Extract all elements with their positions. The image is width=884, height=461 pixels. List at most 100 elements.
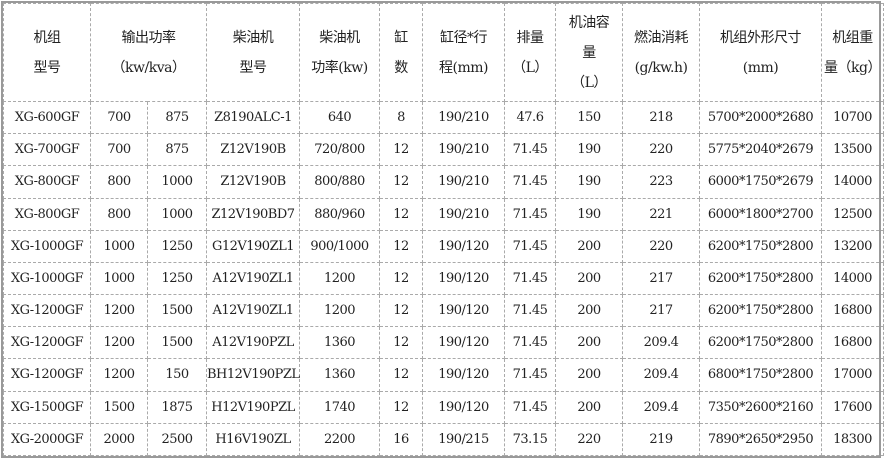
header-line: 排量 [516,29,545,46]
table-cell: 217 [622,294,700,328]
table-cell: 1500 [147,294,207,328]
header-row: 机组 型号 输出功率 （kw/kva） 柴油机 型号 柴油机 功率(kw) 缸数缸径*行 程(mm… [3,3,884,102]
table-cell: 6200*1750*2800 [699,261,822,296]
header-line: 量 [582,44,596,61]
table-cell: 2500 [147,422,207,457]
table-row: XG-1200GF 1200 1500 A12V190PZL 1360 12 190/120… [3,326,884,360]
table-cell: 1740 [299,390,380,424]
table-cell: 6200*1750*2800 [699,294,822,328]
table-cell: Z8190ALC-1 [206,100,300,135]
table-cell: 7350*2600*2160 [699,390,822,424]
header-line: 缸径*行 [440,29,488,46]
table-cell: 12 [379,197,423,231]
table-cell: 190/210 [422,165,505,199]
table-row: XG-1500GF 1500 1875 H12V190PZL 1740 12 190/120… [3,390,884,424]
table-cell: 1360 [299,358,380,392]
table-cell: 16800 [821,294,884,328]
table-cell: 13200 [821,229,884,263]
table-cell: 200 [555,294,623,328]
header-cell: 柴油机 型号 [206,3,300,102]
table-cell: 6200*1750*2800 [699,326,822,360]
table-cell: XG-1200GF [3,326,91,360]
table-row: XG-1200GF 1200 150 BH12V190PZL 1360 12 190/120… [3,358,884,392]
table-cell: 800 [90,197,148,231]
table-cell: 200 [555,358,623,392]
table-cell: XG-600GF [3,100,91,135]
table-cell: A12V190ZL1 [206,294,300,328]
header-line: 机组 [33,29,62,46]
table-cell: 640 [299,100,380,135]
table-cell: 5775*2040*2679 [699,133,822,167]
table-cell: 221 [622,197,700,231]
table-cell: 1360 [299,326,380,360]
table-cell: 8 [379,100,423,135]
header-line: 型号 [33,59,62,76]
table-row: XG-2000GF 2000 2500 H16V190ZL 2200 16 190/215 7… [3,422,884,457]
header-line: 燃油消耗 [634,29,689,46]
table-cell: 12 [379,165,423,199]
header-line: 数 [394,59,408,76]
table-cell: 71.45 [504,390,556,424]
table-cell: XG-1500GF [3,390,91,424]
table-cell: 10700 [821,100,884,135]
table-body: XG-600GF 700 875 Z8190ALC-1 640 8 190/210 47.6 1… [3,100,884,457]
table-cell: H16V190ZL [206,422,300,457]
table-cell: XG-1200GF [3,358,91,392]
table-cell: 200 [555,326,623,360]
table-cell: 12 [379,294,423,328]
table-cell: 6200*1750*2800 [699,229,822,263]
table-cell: 190/120 [422,358,505,392]
table-cell: 220 [555,422,623,457]
table-cell: G12V190ZL1 [206,229,300,263]
table-cell: 190/120 [422,326,505,360]
table-cell: 12 [379,326,423,360]
table-cell: 1000 [147,165,207,199]
table-cell: 71.45 [504,294,556,328]
generator-spec-table: 机组 型号 输出功率 （kw/kva） 柴油机 型号 柴油机 功率(kw) 缸数缸径*行 程(mm… [3,3,884,457]
table-cell: 7890*2650*2950 [699,422,822,457]
table-cell: 12 [379,358,423,392]
table-cell: 720/800 [299,133,380,167]
table-cell: 880/960 [299,197,380,231]
table-cell: XG-1200GF [3,294,91,328]
table-row: XG-1200GF 1200 1500 A12V190ZL1 1200 12 190/120… [3,294,884,328]
table-cell: 1200 [299,294,380,328]
header-line: 缸 [394,29,408,46]
table-cell: 209.4 [622,326,700,360]
header-cell: 机油容量 （L） [555,3,623,102]
table-cell: 12 [379,133,423,167]
table-cell: 1000 [90,261,148,296]
table-cell: 1000 [90,229,148,263]
table-cell: 190/120 [422,229,505,263]
table-cell: 190 [555,197,623,231]
table-cell: 220 [622,229,700,263]
header-line: (g/kw.h) [634,59,688,76]
table-cell: 209.4 [622,358,700,392]
table-cell: Z12V190BD7 [206,197,300,231]
header-line: （kw/kva） [111,59,186,76]
table-cell: 14000 [821,261,884,296]
table-cell: 190/210 [422,100,505,135]
table-cell: 2000 [90,422,148,457]
header-line: 功率(kw) [311,59,368,76]
table-cell: XG-700GF [3,133,91,167]
table-cell: 12500 [821,197,884,231]
table-cell: 190/210 [422,133,505,167]
table-cell: 900/1000 [299,229,380,263]
header-line: 型号 [239,59,268,76]
table-cell: 1250 [147,229,207,263]
table-cell: 1200 [90,358,148,392]
table-cell: A12V190PZL [206,326,300,360]
table-cell: XG-1000GF [3,229,91,263]
table-cell: 200 [555,229,623,263]
table-cell: 190/120 [422,261,505,296]
table-cell: A12V190ZL1 [206,261,300,296]
table-cell: 13500 [821,133,884,167]
table-header: 机组 型号 输出功率 （kw/kva） 柴油机 型号 柴油机 功率(kw) 缸数缸径*行 程(mm… [3,3,884,102]
table-row: XG-800GF 800 1000 Z12V190BD7 880/960 12 190/21… [3,197,884,231]
table-cell: 16 [379,422,423,457]
table-row: XG-600GF 700 875 Z8190ALC-1 640 8 190/210 47.6 1… [3,100,884,135]
table-cell: 47.6 [504,100,556,135]
table-row: XG-800GF 800 1000 Z12V190B 800/880 12 190/210 7… [3,165,884,199]
table-cell: 17600 [821,390,884,424]
